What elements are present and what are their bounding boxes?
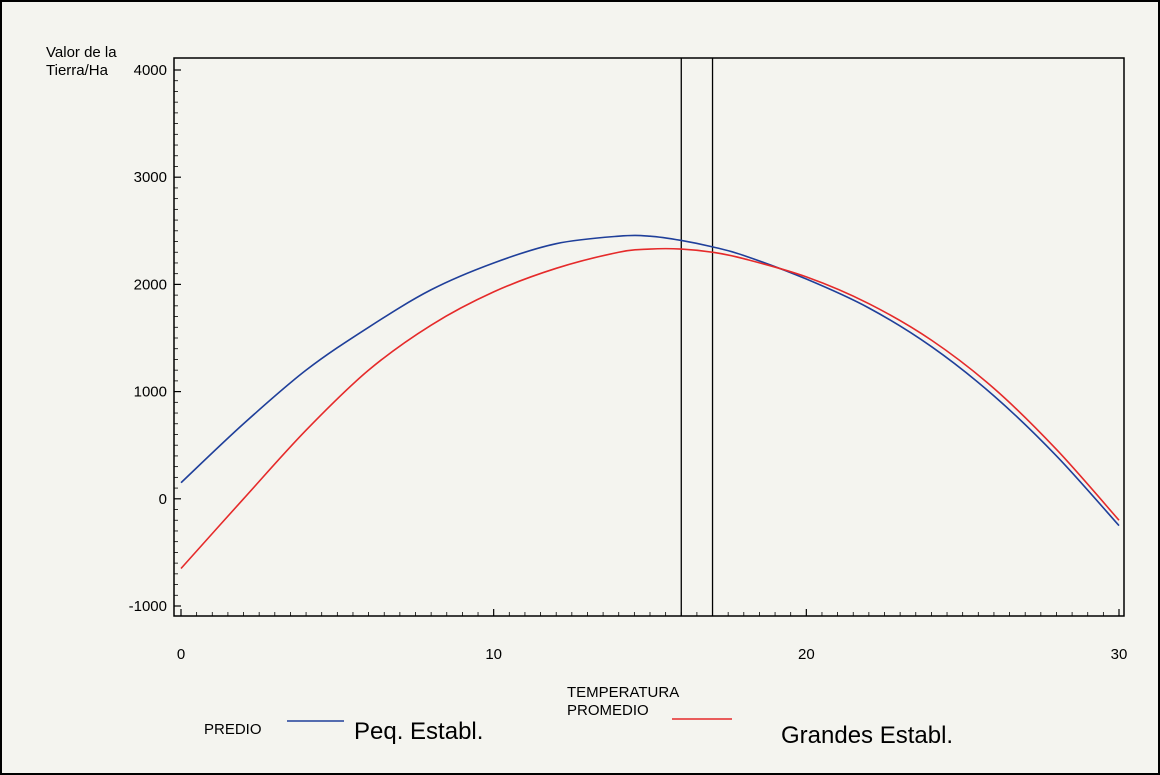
plot-area-border xyxy=(173,57,1125,617)
legend-label-series-1: Peq. Establ. xyxy=(354,718,484,745)
y-tick-label: -1000 xyxy=(129,598,167,615)
x-tick-label: 30 xyxy=(1111,646,1128,663)
y-axis-label-line-2: Tierra/Ha xyxy=(46,62,108,79)
y-tick-label: 1000 xyxy=(134,384,167,401)
x-tick-label: 20 xyxy=(798,646,815,663)
y-tick-label: 0 xyxy=(159,491,167,508)
y-tick-label: 2000 xyxy=(134,276,167,293)
series-line-1 xyxy=(180,234,1120,527)
x-tick-label: 0 xyxy=(177,646,185,663)
x-axis-label: TEMPERATURA PROMEDIO xyxy=(567,684,679,720)
y-tick-label: 3000 xyxy=(134,169,167,186)
series-line-2 xyxy=(180,247,1120,570)
y-tick-label: 4000 xyxy=(134,62,167,79)
legend-title: PREDIO xyxy=(204,721,262,738)
x-axis-label-line-1: TEMPERATURA xyxy=(567,684,680,701)
y-axis-label: Valor de la Tierra/Ha xyxy=(46,44,117,80)
legend-label-series-2: Grandes Establ. xyxy=(781,722,954,749)
y-axis-label-line-1: Valor de la xyxy=(46,44,117,61)
x-axis-label-line-2: PROMEDIO xyxy=(567,702,649,719)
x-tick-label: 10 xyxy=(485,646,502,663)
